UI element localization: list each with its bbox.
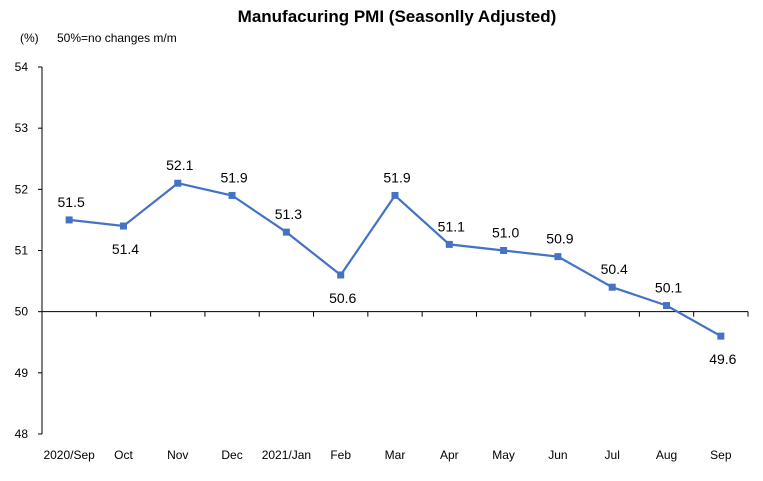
y-tick-label: 54 xyxy=(15,60,29,74)
x-tick-label: Nov xyxy=(167,448,188,462)
x-tick-label: Jul xyxy=(605,448,620,462)
series: 51.5 51.4 52.1 51.9 51.3 50.6 51.9 51.1 51.0 50.9… xyxy=(58,157,737,367)
data-label: 51.3 xyxy=(275,206,302,222)
series-line xyxy=(69,182,722,338)
data-label: 50.6 xyxy=(329,290,356,306)
data-label: 50.9 xyxy=(546,231,573,247)
data-point xyxy=(608,283,616,291)
data-point xyxy=(65,216,73,224)
chart-note: 50%=no changes m/m xyxy=(57,31,177,45)
data-label: 50.4 xyxy=(601,261,628,277)
y-tick-label: 51 xyxy=(15,244,29,258)
data-label: 50.1 xyxy=(655,280,682,296)
x-axis: 2020/Sep Oct Nov Dec 2021/Jan Feb Mar Apr May Jun… xyxy=(41,311,749,462)
data-label: 51.1 xyxy=(438,218,465,234)
x-tick-label: Apr xyxy=(440,448,459,462)
data-label: 51.4 xyxy=(112,241,139,257)
x-tick-label: Aug xyxy=(656,448,677,462)
x-tick-label: 2021/Jan xyxy=(262,448,311,462)
chart-title: Manufacuring PMI (Seasonlly Adjusted) xyxy=(238,7,557,26)
x-tick-label: Sep xyxy=(710,448,732,462)
y-tick-label: 50 xyxy=(15,305,29,319)
data-label: 51.9 xyxy=(383,169,410,185)
data-label: 52.1 xyxy=(166,157,193,173)
data-label: 51.0 xyxy=(492,225,519,241)
data-point xyxy=(445,240,453,248)
x-tick-label: 2020/Sep xyxy=(43,448,95,462)
x-tick-label: Jun xyxy=(548,448,567,462)
data-label: 49.6 xyxy=(709,351,736,367)
data-point xyxy=(554,253,562,261)
x-tick-label: Mar xyxy=(385,448,406,462)
data-point xyxy=(282,228,290,236)
y-tick-label: 52 xyxy=(15,182,29,196)
data-label: 51.9 xyxy=(220,169,247,185)
y-axis: 48 49 50 51 52 53 54 xyxy=(15,60,43,441)
data-point xyxy=(500,247,508,254)
data-point xyxy=(337,271,345,279)
data-point xyxy=(717,332,725,340)
x-tick-label: Oct xyxy=(114,448,133,462)
x-tick-label: Dec xyxy=(221,448,242,462)
data-label: 51.5 xyxy=(58,194,85,210)
data-point xyxy=(663,302,671,310)
data-point xyxy=(391,191,399,199)
data-point xyxy=(174,179,182,187)
data-point xyxy=(228,191,236,199)
y-unit-label: (%) xyxy=(20,31,39,45)
x-tick-label: May xyxy=(492,448,515,462)
y-tick-label: 53 xyxy=(15,121,29,135)
x-tick-label: Feb xyxy=(330,448,351,462)
y-tick-label: 49 xyxy=(15,366,29,380)
y-tick-label: 48 xyxy=(15,427,29,441)
data-point xyxy=(119,222,127,230)
